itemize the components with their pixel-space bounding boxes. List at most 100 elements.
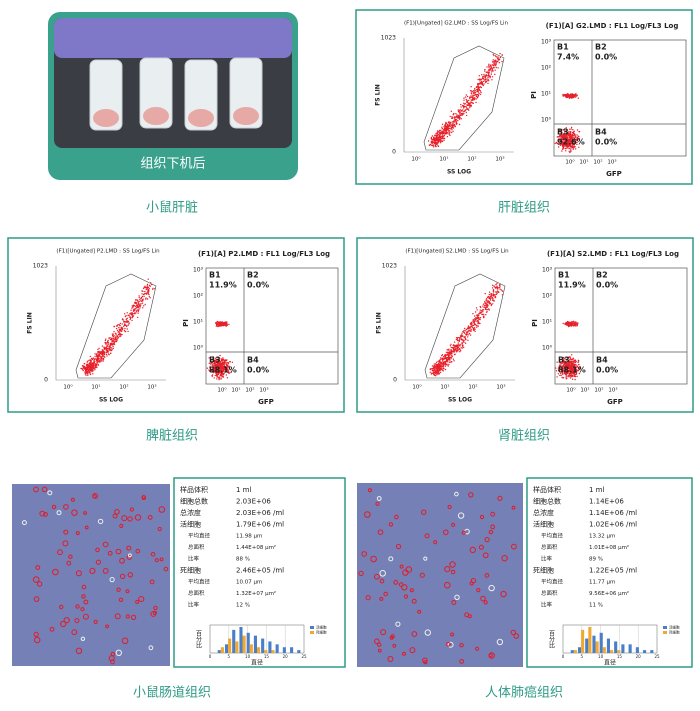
event-dot	[92, 370, 94, 372]
event-dot	[478, 92, 480, 95]
event-dot	[468, 99, 470, 102]
cell	[35, 565, 41, 570]
event-dot	[479, 322, 481, 325]
event-dot	[456, 346, 458, 348]
event-dot	[573, 130, 575, 132]
event-dot	[458, 345, 461, 347]
event-dot	[477, 78, 479, 81]
event-dot	[222, 366, 224, 368]
plot-title: (F1)[Ungated] P2.LMD : SS Log/FS Lin	[56, 249, 160, 255]
cell	[490, 511, 496, 517]
event-dot	[436, 370, 439, 373]
event-dot	[89, 370, 92, 372]
event-dot	[486, 309, 488, 311]
event-dot	[216, 361, 218, 363]
event-dot	[470, 101, 472, 103]
event-dot	[443, 355, 445, 358]
event-dot	[142, 287, 145, 290]
cell	[483, 600, 488, 605]
event-dot	[448, 355, 450, 357]
event-dot	[460, 118, 463, 120]
cell	[126, 545, 132, 551]
cell	[33, 486, 39, 493]
event-dot	[574, 363, 576, 366]
event-dot	[96, 355, 98, 358]
event-dot	[570, 135, 573, 137]
event-dot	[445, 121, 447, 124]
detail-label: 总面积	[188, 589, 205, 597]
event-dot	[101, 345, 104, 347]
plot-frame	[554, 267, 688, 385]
detail-label: 总面积	[541, 543, 558, 551]
event-dot	[576, 325, 578, 327]
event-dot	[146, 285, 148, 287]
live-bar	[297, 650, 301, 653]
event-dot	[488, 80, 490, 82]
event-dot	[149, 297, 151, 299]
event-dot	[113, 338, 115, 341]
live-bar	[592, 635, 596, 653]
event-dot	[477, 91, 479, 93]
event-dot	[436, 374, 438, 376]
event-dot	[469, 322, 472, 325]
event-dot	[578, 131, 580, 133]
event-dot	[575, 325, 577, 327]
event-dot	[484, 80, 486, 82]
event-dot	[477, 86, 479, 88]
event-dot	[468, 109, 470, 111]
event-dot	[221, 362, 223, 365]
gate-name: B2	[247, 271, 259, 280]
event-dot	[210, 361, 212, 363]
panel-border	[7, 237, 345, 413]
event-dot	[434, 142, 436, 144]
event-dot	[476, 309, 478, 311]
event-dot	[471, 90, 473, 93]
event-dot	[474, 320, 477, 322]
event-dot	[433, 372, 435, 374]
event-dot	[437, 145, 439, 147]
event-dot	[434, 134, 436, 137]
event-dot	[456, 115, 458, 117]
event-dot	[442, 136, 444, 138]
detail-value: 12 %	[236, 603, 250, 609]
event-dot	[131, 305, 133, 307]
event-dot	[225, 324, 227, 326]
event-dot	[457, 346, 459, 348]
event-dot	[460, 339, 463, 341]
event-dot	[491, 287, 494, 289]
event-dot	[147, 290, 149, 292]
photo-caption: 组织下机后	[140, 157, 205, 172]
y-tick-label: 10¹	[193, 319, 204, 326]
event-dot	[467, 102, 470, 104]
event-dot	[576, 134, 578, 136]
event-dot	[115, 325, 118, 327]
event-dot	[463, 331, 465, 334]
event-dot	[568, 97, 571, 100]
event-dot	[124, 313, 126, 315]
event-dot	[135, 312, 137, 314]
event-dot	[438, 136, 440, 138]
event-dot	[481, 309, 483, 311]
row-label: 样品体积	[533, 485, 561, 494]
event-dot	[569, 128, 571, 130]
event-dot	[464, 109, 466, 112]
event-dot	[560, 372, 562, 375]
event-dot	[221, 368, 224, 371]
event-dot	[435, 361, 438, 363]
event-dot	[470, 95, 472, 97]
x-tick-label: 10²	[245, 387, 254, 394]
event-dot	[441, 359, 444, 361]
event-dot	[447, 365, 449, 367]
x-tick-label: 10⁰	[412, 384, 422, 391]
cell	[150, 552, 156, 557]
event-dot	[464, 330, 466, 332]
event-dot	[571, 365, 573, 368]
cell	[484, 573, 490, 578]
event-dot	[484, 76, 486, 78]
event-dot	[451, 121, 453, 123]
event-dot	[103, 346, 106, 349]
event-dot	[218, 377, 221, 379]
event-dot	[118, 323, 120, 326]
event-dot	[470, 104, 472, 107]
cell	[135, 548, 141, 554]
